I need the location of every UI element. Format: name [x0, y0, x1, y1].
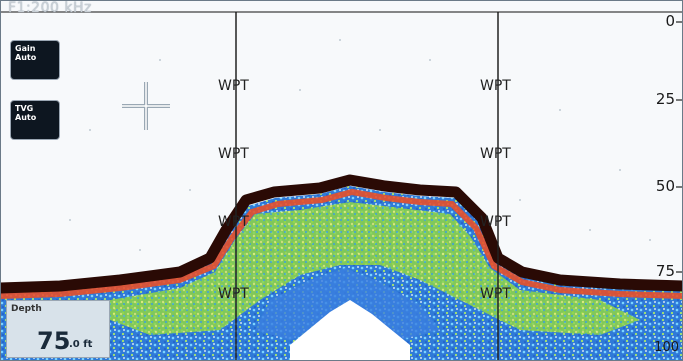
tvg-label: TVG: [15, 104, 34, 113]
waypoint-marker-label: WPT: [218, 286, 249, 302]
seabed-line: [0, 174, 683, 294]
gain-label: Gain: [15, 44, 36, 53]
waypoint-marker-label: WPT: [218, 214, 249, 230]
bottom-return-core: [290, 300, 410, 361]
depth-value: 75: [37, 327, 71, 355]
tvg-control-button[interactable]: TVG Auto: [10, 100, 60, 140]
depth-scale-ticks: [676, 21, 683, 273]
waypoint-marker-label: WPT: [218, 78, 249, 94]
bottom-edge-red: [0, 188, 683, 299]
waypoint-marker-label: WPT: [480, 146, 511, 162]
waypoint-marker-label: WPT: [480, 78, 511, 94]
depth-label: Depth: [11, 304, 42, 314]
depth-scale-label: 25: [655, 90, 675, 108]
tvg-mode: Auto: [15, 113, 37, 122]
waypoint-marker-label: WPT: [218, 146, 249, 162]
surface-noise: [39, 39, 651, 251]
waypoint-marker-label: WPT: [480, 286, 511, 302]
frequency-label: F1:200 kHz: [8, 0, 92, 16]
gain-mode: Auto: [15, 53, 37, 62]
depth-scale-label: 75: [655, 262, 675, 280]
bottom-return-green: [110, 202, 640, 335]
depth-readout-panel: Depth 75 .0 ft: [6, 300, 110, 358]
waypoint-marker-label: WPT: [480, 214, 511, 230]
gain-control-button[interactable]: Gain Auto: [10, 40, 60, 80]
depth-unit: .0 ft: [69, 339, 93, 350]
crosshair-cursor-icon[interactable]: [120, 80, 172, 132]
depth-scale-label: 100: [654, 340, 679, 355]
depth-scale-label: 0: [665, 12, 675, 30]
depth-scale-label: 50: [655, 177, 675, 195]
